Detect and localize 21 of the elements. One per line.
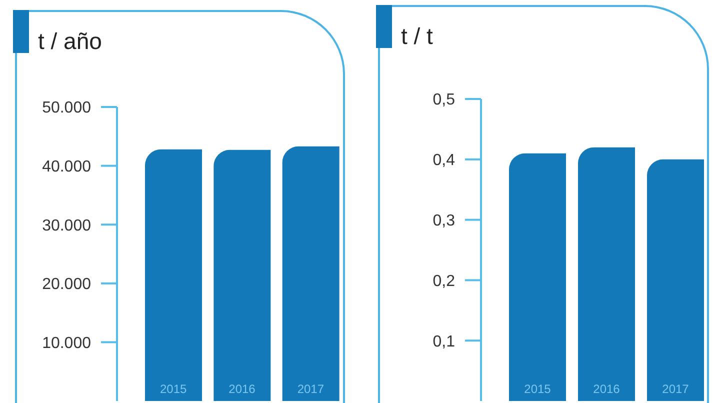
y-tick-label: 0,4 xyxy=(432,152,456,170)
y-tick-label: 0,3 xyxy=(432,212,456,230)
y-tick-label: 30.000 xyxy=(42,217,92,234)
x-tick-label: 2015 xyxy=(160,382,188,396)
x-tick-label: 2016 xyxy=(593,382,620,396)
bar xyxy=(509,153,566,401)
bar xyxy=(647,159,704,401)
x-tick-label: 2016 xyxy=(228,382,256,396)
x-tick-label: 2015 xyxy=(524,382,552,396)
y-tick-label: 0,2 xyxy=(432,272,456,290)
bar xyxy=(578,147,635,401)
y-tick-label: 50.000 xyxy=(42,100,92,117)
y-tick-label: 20.000 xyxy=(42,276,92,294)
y-tick-label: 0,1 xyxy=(432,333,456,350)
y-tick-label: 0,5 xyxy=(432,92,456,109)
y-axis-title: t / año xyxy=(38,28,102,55)
y-axis-title: t / t xyxy=(401,23,433,50)
x-tick-label: 2017 xyxy=(662,382,690,396)
y-tick-label: 40.000 xyxy=(42,158,92,176)
y-tick-label: 10.000 xyxy=(42,334,92,352)
x-tick-label: 2017 xyxy=(297,382,324,396)
